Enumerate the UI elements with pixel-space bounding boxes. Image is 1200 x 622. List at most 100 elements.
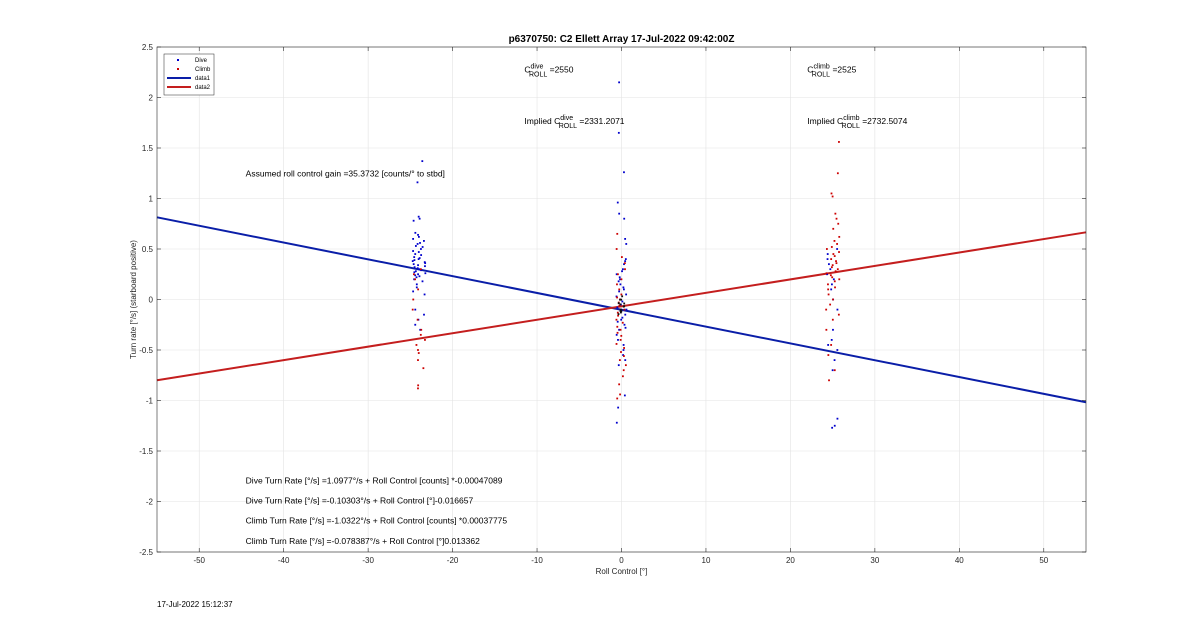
x-tick-label: -20 [447,556,459,565]
point-climb [616,397,619,400]
point-climb [832,227,835,230]
annotations: Cdive ROLL =2550 Cclimb ROLL =2525 Implied C… [246,63,908,546]
point-overlap [619,310,622,312]
point-dive [622,286,625,289]
point-dive [625,243,628,245]
point-climb [832,298,834,301]
point-climb [616,283,618,286]
point-dive [417,235,420,238]
point-overlap [617,302,620,305]
annotation: Dive Turn Rate [°/s] =1.0977°/s + Roll C… [246,475,503,485]
x-tick-label: 20 [786,556,795,565]
point-climb [623,355,625,357]
point-climb [618,383,621,386]
y-tick-label: 1 [149,195,154,204]
point-dive [625,293,628,296]
point-climb [417,349,419,351]
point-dive [420,248,422,250]
y-tick-label: -2 [146,498,154,507]
point-dive [412,219,415,222]
point-climb [412,298,415,301]
point-dive [417,233,419,236]
point-dive [831,283,833,286]
point-climb [619,393,621,396]
point-dive [421,160,424,163]
annotation: Cdive ROLL =2550 [524,63,573,78]
point-dive [623,171,625,174]
point-climb [616,331,619,334]
point-climb [831,195,834,198]
point-dive [417,273,419,276]
point-dive [619,283,622,286]
point-climb [616,311,619,314]
point-dive [624,313,627,316]
point-dive [833,424,836,427]
point-climb [838,278,841,281]
point-dive [623,394,626,397]
point-dive [415,286,418,289]
point-dive [831,426,834,429]
point-dive [624,260,627,263]
point-dive [412,250,414,252]
point-dive [413,256,416,258]
point-climb [825,308,828,311]
point-dive [618,290,621,293]
point-climb [615,343,618,345]
legend-label: Dive [195,58,208,64]
point-climb [617,314,620,317]
point-dive [621,316,624,319]
point-dive [415,283,418,286]
legend-label: data2 [195,85,211,91]
y-tick-label: 0.5 [142,245,154,254]
point-dive [412,290,415,293]
point-overlap [623,305,626,308]
axis-ticks: -50 -40 -30 -20 -10 0 10 20 30 40 50-2.5-2-1.5-1-0… [139,43,1086,565]
x-tick-label: -40 [278,556,290,565]
footer-timestamp: 17-Jul-2022 15:12:37 [157,600,233,609]
point-climb [616,325,619,328]
point-dive [624,326,627,329]
x-axis-label: Roll Control [°] [596,567,648,576]
point-dive [828,263,830,266]
point-dive [418,257,421,259]
point-dive [616,306,619,309]
point-climb [620,351,622,353]
y-tick-label: -0.5 [139,346,153,355]
scatter-points [411,81,841,429]
point-climb [829,274,832,277]
point-dive [423,261,426,264]
point-dive [413,266,416,269]
point-dive [423,293,426,296]
point-dive [615,421,618,424]
point-dive [416,243,419,245]
x-tick-label: -10 [531,556,543,565]
legend-marker [177,59,179,61]
point-climb [417,352,420,354]
point-climb [825,272,828,275]
y-tick-label: 2.5 [142,43,154,52]
y-tick-label: 0 [149,296,154,305]
point-climb [830,192,833,195]
point-dive [414,274,417,277]
point-dive [617,364,620,367]
point-dive [622,268,624,271]
point-climb [615,248,618,250]
point-climb [838,235,841,238]
point-climb [417,288,420,291]
point-dive [419,328,422,331]
point-climb [830,344,833,346]
point-climb [619,328,622,331]
point-climb [836,243,838,245]
y-tick-label: 2 [149,94,154,103]
legend: Dive Climb data1 data2 [163,53,215,96]
point-climb [836,268,839,271]
point-climb [623,347,625,349]
point-dive [423,313,425,316]
point-dive [420,254,423,256]
point-dive [413,278,416,281]
legend-box [163,53,215,96]
point-climb [618,288,621,291]
point-dive [617,131,620,134]
y-tick-label: -2.5 [139,548,153,557]
point-dive [421,246,424,248]
